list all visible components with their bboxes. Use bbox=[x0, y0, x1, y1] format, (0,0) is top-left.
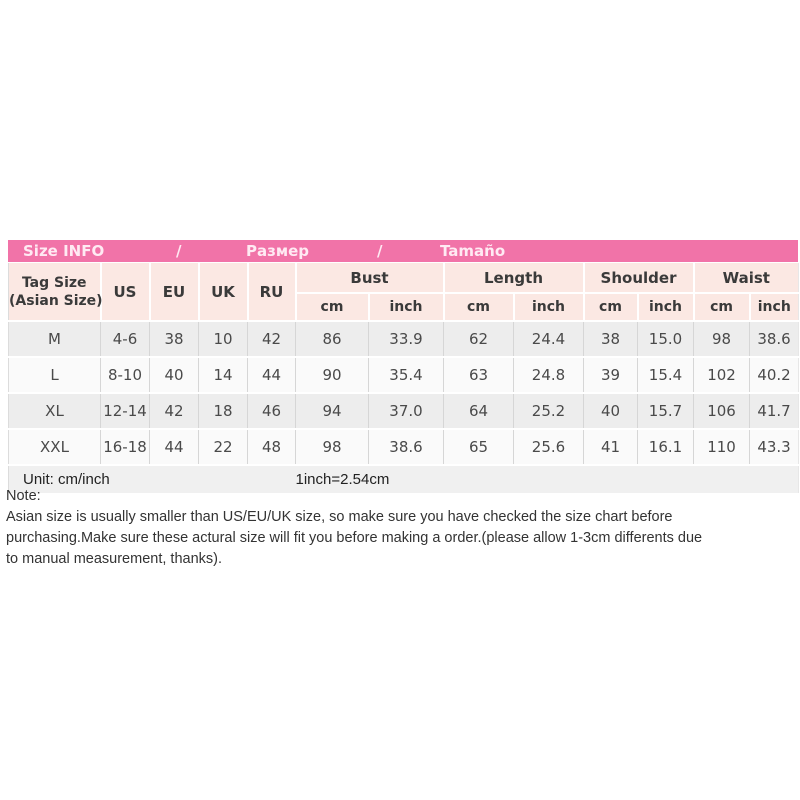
note-line: purchasing.Make sure these actural size … bbox=[6, 530, 703, 546]
group-header-length: Length bbox=[442, 262, 584, 294]
corner-header-tag-size: Tag Size (Asian Size) bbox=[8, 262, 103, 321]
cell-waist-inch: 40.2 bbox=[749, 356, 799, 393]
corner-line-1: Tag Size bbox=[21, 274, 87, 291]
title-separator-2: / bbox=[377, 242, 383, 260]
cell-us: 16-18 bbox=[100, 428, 150, 465]
cell-us: 12-14 bbox=[100, 392, 150, 429]
cell-ru: 42 bbox=[247, 320, 296, 357]
cell-waist-inch: 38.6 bbox=[749, 320, 799, 357]
cell-uk: 14 bbox=[198, 356, 248, 393]
cell-length-inch: 24.8 bbox=[513, 356, 584, 393]
sub-header-length-inch: inch bbox=[512, 292, 584, 321]
group-header-shoulder: Shoulder bbox=[582, 262, 694, 294]
cell-length-cm: 62 bbox=[443, 320, 514, 357]
col-header-uk: UK bbox=[197, 262, 248, 321]
cell-tag: L bbox=[8, 356, 101, 393]
note-section: Note: Asian size is usually smaller than… bbox=[6, 486, 792, 570]
cell-us: 4-6 bbox=[100, 320, 150, 357]
unit-row: Unit: cm/inch 1inch=2.54cm bbox=[8, 464, 799, 493]
cell-waist-cm: 106 bbox=[693, 392, 750, 429]
size-chart: Size INFO / Размер / Tamaño Tag Size (As… bbox=[8, 240, 800, 493]
unit-conversion: 1inch=2.54cm bbox=[295, 464, 444, 493]
cell-waist-inch: 43.3 bbox=[749, 428, 799, 465]
col-header-eu: EU bbox=[148, 262, 199, 321]
cell-bust-inch: 38.6 bbox=[368, 428, 444, 465]
sub-header-shoulder-cm: cm bbox=[582, 292, 638, 321]
col-header-ru: RU bbox=[246, 262, 296, 321]
cell-ru: 48 bbox=[247, 428, 296, 465]
cell-bust-inch: 33.9 bbox=[368, 320, 444, 357]
title-bar: Size INFO / Размер / Tamaño bbox=[8, 240, 798, 262]
cell-waist-cm: 102 bbox=[693, 356, 750, 393]
title-separator-1: / bbox=[176, 242, 182, 260]
cell-eu: 38 bbox=[149, 320, 199, 357]
cell-us: 8-10 bbox=[100, 356, 150, 393]
note-line: to manual measurement, thanks). bbox=[6, 551, 222, 567]
note-heading: Note: bbox=[6, 488, 41, 504]
cell-length-inch: 25.2 bbox=[513, 392, 584, 429]
table-row-xxl: XXL 16-18 44 22 48 98 38.6 65 25.6 41 16… bbox=[8, 428, 799, 465]
cell-bust-cm: 86 bbox=[295, 320, 369, 357]
cell-shoulder-inch: 16.1 bbox=[636, 428, 694, 465]
cell-tag: XXL bbox=[8, 428, 101, 465]
cell-shoulder-inch: 15.0 bbox=[636, 320, 694, 357]
group-header-waist: Waist bbox=[692, 262, 799, 294]
cell-bust-cm: 94 bbox=[295, 392, 369, 429]
title-size-info: Size INFO bbox=[23, 242, 105, 260]
sub-header-shoulder-inch: inch bbox=[636, 292, 694, 321]
unit-row-filler bbox=[443, 464, 799, 493]
sub-header-waist-cm: cm bbox=[692, 292, 750, 321]
cell-length-cm: 64 bbox=[443, 392, 514, 429]
cell-shoulder-cm: 41 bbox=[583, 428, 638, 465]
cell-length-inch: 25.6 bbox=[513, 428, 584, 465]
cell-length-cm: 65 bbox=[443, 428, 514, 465]
cell-length-cm: 63 bbox=[443, 356, 514, 393]
cell-shoulder-cm: 38 bbox=[583, 320, 638, 357]
sub-header-waist-inch: inch bbox=[748, 292, 799, 321]
size-table: Tag Size (Asian Size) US EU UK RU Bust L… bbox=[8, 262, 800, 493]
sub-header-bust-inch: inch bbox=[367, 292, 444, 321]
title-razmer: Размер bbox=[246, 242, 310, 260]
cell-shoulder-cm: 39 bbox=[583, 356, 638, 393]
cell-ru: 44 bbox=[247, 356, 296, 393]
cell-tag: M bbox=[8, 320, 101, 357]
cell-shoulder-inch: 15.7 bbox=[636, 392, 694, 429]
cell-waist-cm: 110 bbox=[693, 428, 750, 465]
col-header-us: US bbox=[99, 262, 150, 321]
cell-waist-cm: 98 bbox=[693, 320, 750, 357]
cell-ru: 46 bbox=[247, 392, 296, 429]
cell-shoulder-cm: 40 bbox=[583, 392, 638, 429]
unit-label: Unit: cm/inch bbox=[8, 464, 296, 493]
sub-header-bust-cm: cm bbox=[294, 292, 369, 321]
sub-header-length-cm: cm bbox=[442, 292, 514, 321]
cell-shoulder-inch: 15.4 bbox=[636, 356, 694, 393]
cell-eu: 40 bbox=[149, 356, 199, 393]
header-row-groups: Tag Size (Asian Size) US EU UK RU Bust L… bbox=[8, 262, 799, 321]
cell-bust-cm: 98 bbox=[295, 428, 369, 465]
cell-bust-cm: 90 bbox=[295, 356, 369, 393]
cell-tag: XL bbox=[8, 392, 101, 429]
table-row-m: M 4-6 38 10 42 86 33.9 62 24.4 38 15.0 9… bbox=[8, 320, 799, 357]
table-row-xl: XL 12-14 42 18 46 94 37.0 64 25.2 40 15.… bbox=[8, 392, 799, 429]
cell-uk: 18 bbox=[198, 392, 248, 429]
cell-uk: 10 bbox=[198, 320, 248, 357]
cell-uk: 22 bbox=[198, 428, 248, 465]
cell-bust-inch: 37.0 bbox=[368, 392, 444, 429]
note-line: Asian size is usually smaller than US/EU… bbox=[6, 509, 673, 525]
cell-bust-inch: 35.4 bbox=[368, 356, 444, 393]
cell-waist-inch: 41.7 bbox=[749, 392, 799, 429]
cell-length-inch: 24.4 bbox=[513, 320, 584, 357]
cell-eu: 44 bbox=[149, 428, 199, 465]
corner-line-2: (Asian Size) bbox=[9, 292, 103, 309]
table-row-l: L 8-10 40 14 44 90 35.4 63 24.8 39 15.4 … bbox=[8, 356, 799, 393]
title-tamano: Tamaño bbox=[440, 242, 506, 260]
cell-eu: 42 bbox=[149, 392, 199, 429]
header-row-units: cm inch cm inch cm inch cm inch bbox=[9, 292, 799, 321]
group-header-bust: Bust bbox=[294, 262, 444, 294]
